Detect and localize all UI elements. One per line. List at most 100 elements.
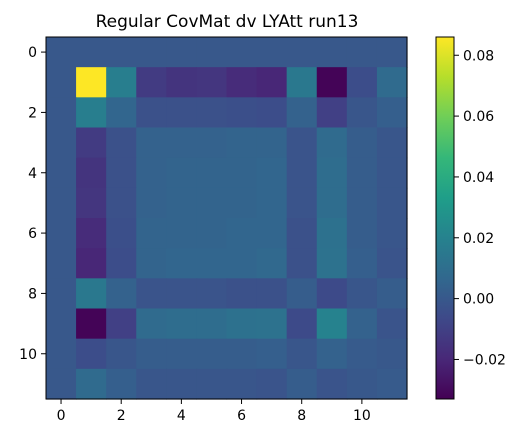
heatmap-cell <box>226 187 258 219</box>
heatmap-cell <box>106 127 137 159</box>
heatmap-cell <box>196 308 228 340</box>
heatmap-cell <box>106 338 137 370</box>
heatmap-cell <box>166 338 198 370</box>
heatmap-cell <box>76 218 107 249</box>
y-tick-label: 2 <box>28 105 37 121</box>
heatmap-cell <box>106 218 137 249</box>
heatmap-cell <box>256 278 288 310</box>
heatmap-cell <box>166 308 198 340</box>
heatmap-cell <box>256 67 288 98</box>
heatmap-cell <box>316 308 348 340</box>
heatmap-cell <box>136 338 167 370</box>
heatmap-cell <box>136 187 167 219</box>
heatmap-cell <box>256 127 288 159</box>
heatmap-cell <box>316 97 348 129</box>
heatmap-cell <box>136 127 167 159</box>
heatmap-cell <box>76 67 107 98</box>
heatmap-cell <box>256 187 288 219</box>
heatmap-cell <box>196 338 228 370</box>
heatmap-cell <box>346 338 378 370</box>
heatmap-cell <box>106 368 137 400</box>
heatmap-cell <box>256 37 288 68</box>
heatmap-cell <box>286 248 318 279</box>
heatmap-cell <box>76 97 107 129</box>
heatmap-cell <box>46 338 77 370</box>
heatmap-cell <box>136 37 167 68</box>
heatmap-cell <box>196 157 228 189</box>
heatmap-cell <box>286 187 318 219</box>
colorbar: −0.02 0.00 0.02 0.04 0.06 0.08 <box>435 36 506 400</box>
heatmap-cell <box>166 67 198 98</box>
heatmap-cell <box>166 97 198 129</box>
heatmap-cell <box>256 338 288 370</box>
heatmap-cell <box>256 218 288 249</box>
heatmap-cell <box>346 187 378 219</box>
heatmap-cell <box>196 67 228 98</box>
heatmap-cell <box>376 97 408 129</box>
heatmap-cell <box>106 278 137 310</box>
heatmap-cell <box>376 37 408 68</box>
heatmap-cell <box>166 127 198 159</box>
heatmap-cell <box>376 278 408 310</box>
heatmap-cell <box>346 248 378 279</box>
heatmap-cell <box>226 338 258 370</box>
heatmap-cell <box>346 37 378 68</box>
heatmap-cell <box>136 218 167 249</box>
y-tick-label: 6 <box>28 226 37 242</box>
heatmap-cell <box>346 308 378 340</box>
heatmap-cell <box>376 127 408 159</box>
heatmap-cell <box>286 308 318 340</box>
heatmap-cell <box>316 368 348 400</box>
heatmap-cell <box>106 97 137 129</box>
heatmap-cell <box>106 37 137 68</box>
heatmap-cell <box>136 157 167 189</box>
y-tick-label: 8 <box>28 286 37 302</box>
heatmap-cell <box>196 218 228 249</box>
heatmap-cell <box>316 187 348 219</box>
heatmap-cell <box>226 248 258 279</box>
heatmap-cell <box>286 278 318 310</box>
heatmap-cell <box>136 278 167 310</box>
colorbar-tick-label: −0.02 <box>463 352 506 368</box>
heatmap-cell <box>46 218 77 249</box>
heatmap-cell <box>346 67 378 98</box>
x-tick-label: 0 <box>57 408 66 424</box>
heatmap-cell <box>76 37 107 68</box>
heatmap-cell <box>166 248 198 279</box>
heatmap-cell <box>46 187 77 219</box>
heatmap-cell <box>346 368 378 400</box>
x-tick-label: 6 <box>237 408 246 424</box>
heatmap-cell <box>256 368 288 400</box>
heatmap-cell <box>376 218 408 249</box>
heatmap-cell <box>226 37 258 68</box>
heatmap-cell <box>136 97 167 129</box>
heatmap-cell <box>196 37 228 68</box>
heatmap-cell <box>166 157 198 189</box>
heatmap-cell <box>226 218 258 249</box>
heatmap-cell <box>376 187 408 219</box>
colorbar-tick-label: 0.04 <box>463 170 494 186</box>
heatmap-cell <box>196 97 228 129</box>
heatmap-cell <box>346 218 378 249</box>
heatmap-cell <box>346 127 378 159</box>
colorbar-frame <box>435 36 455 400</box>
heatmap-cell <box>376 157 408 189</box>
heatmap-cell <box>76 127 107 159</box>
heatmap-cell <box>166 368 198 400</box>
heatmap-cell <box>226 308 258 340</box>
heatmap-cell <box>46 248 77 279</box>
heatmap-cell <box>166 37 198 68</box>
heatmap-cell <box>376 248 408 279</box>
heatmap-cells <box>46 37 408 400</box>
heatmap-cell <box>286 127 318 159</box>
colorbar-tick-label: 0.06 <box>463 109 494 125</box>
heatmap-cell <box>76 278 107 310</box>
x-tick-label: 4 <box>177 408 186 424</box>
colorbar-tick-label: 0.02 <box>463 231 494 247</box>
plot-frame <box>45 36 408 400</box>
heatmap-cell <box>316 127 348 159</box>
x-tick-label: 10 <box>353 408 371 424</box>
heatmap-cell <box>196 127 228 159</box>
heatmap-cell <box>196 368 228 400</box>
